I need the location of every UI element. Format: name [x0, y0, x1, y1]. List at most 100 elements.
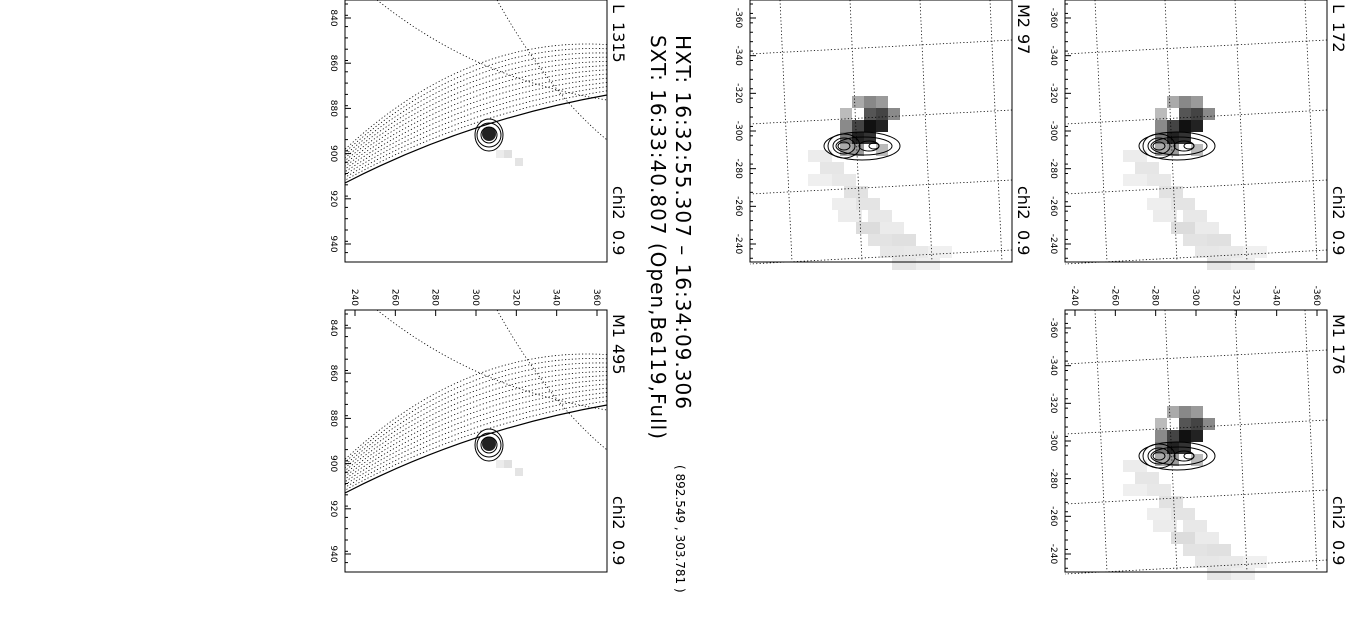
image-pixel: [1191, 108, 1203, 120]
emission-pixel: [1219, 246, 1243, 258]
panel-image: [344, 0, 608, 184]
emission-pixel: [1183, 210, 1207, 222]
x-tick-label: -280: [1048, 158, 1058, 179]
grid-line: [344, 86, 608, 178]
panel-image: [344, 309, 608, 494]
emission-pixel: [1207, 258, 1231, 270]
contour: [1147, 137, 1171, 155]
emission-pixel: [892, 234, 916, 246]
count: 172: [1329, 22, 1348, 53]
emission-pixel: [1153, 210, 1177, 222]
image-pixel: [1179, 430, 1191, 442]
x-tick-label: -300: [733, 121, 743, 142]
grid-line: [1304, 0, 1318, 263]
limb: [344, 94, 608, 184]
grid-line: [344, 371, 608, 471]
emission-pixel: [1159, 186, 1183, 198]
contour: [1150, 446, 1208, 466]
emission-pixel: [1207, 544, 1231, 556]
emission-pixel: [1135, 472, 1159, 484]
x-tick-label: 840: [328, 9, 338, 26]
emission-pixel: [1153, 520, 1177, 532]
emission-pixel: [892, 258, 916, 270]
emission-pixel: [1171, 532, 1195, 544]
x-tick-label: 880: [328, 410, 338, 427]
contour: [480, 126, 498, 144]
x-tick-label: 900: [328, 455, 338, 472]
image-pixel: [504, 460, 512, 468]
hxt-time: HXT: 16:32:55.307 – 16:34:09.306: [671, 35, 695, 410]
grid-line: [344, 65, 608, 164]
grid-line: [1064, 39, 1328, 55]
image-pixel: [864, 108, 876, 120]
x-tick-label: -340: [1048, 355, 1058, 376]
contour: [476, 432, 502, 458]
image-pixel: [840, 120, 852, 132]
x-tick-label: -300: [1048, 431, 1058, 452]
image-pixel: [1167, 442, 1179, 454]
emission-pixel: [1243, 556, 1267, 568]
image-pixel: [1155, 120, 1167, 132]
panel: L 172 chi2 0.9 -360 -340 -320 -300 -280 -260 -240: [1048, 0, 1348, 270]
grid-line: [749, 39, 1013, 55]
contour: [823, 131, 901, 161]
x-tick-label: -260: [733, 196, 743, 217]
grid-line: [376, 0, 608, 101]
y-tick-label: -260: [1109, 286, 1119, 307]
grid-line: [1234, 309, 1248, 573]
contour: [1152, 451, 1166, 461]
emission-pixel: [1147, 198, 1171, 210]
y-tick-label: -280: [1150, 286, 1160, 307]
emission-pixel: [1171, 222, 1195, 234]
emission-pixel: [916, 258, 940, 270]
contour: [1150, 136, 1208, 156]
image-pixel: [1179, 108, 1191, 120]
x-tick-label: 860: [328, 55, 338, 72]
image-pixel: [1167, 96, 1179, 108]
emission-pixel: [856, 198, 880, 210]
panel: M1 495 chi2 0.9 840 860 880 900 920 940 360 340 320 3…: [328, 289, 628, 573]
count: 1315: [609, 22, 628, 63]
image-pixel: [1167, 132, 1179, 144]
x-tick-label: -240: [1048, 544, 1058, 565]
grid-line: [344, 358, 608, 463]
x-tick-label: -280: [1048, 468, 1058, 489]
chi2-label: chi2: [609, 186, 628, 220]
x-tick-label: -300: [1048, 121, 1058, 142]
grid-line: [1064, 179, 1328, 195]
grid-line: [749, 109, 1013, 125]
y-tick-label: -340: [1271, 286, 1281, 307]
emission-pixel: [880, 222, 904, 234]
image-pixel: [496, 150, 504, 158]
emission-pixel: [904, 246, 928, 258]
sxt-time: SXT: 16:33:40.807 (Open,Be119,Full): [646, 35, 670, 440]
grid-line: [496, 309, 608, 451]
contour: [837, 141, 851, 151]
image-pixel: [1155, 108, 1167, 120]
count: 97: [1014, 34, 1033, 54]
emission-pixel: [1123, 150, 1147, 162]
y-tick-label: 300: [470, 289, 480, 306]
grid-line: [344, 77, 608, 173]
chi2-label: chi2: [1329, 496, 1348, 530]
grid-line: [989, 0, 1003, 263]
y-tick-label: -320: [1230, 286, 1240, 307]
grid-line: [1064, 109, 1328, 125]
x-tick-label: 840: [328, 319, 338, 336]
x-tick-label: -340: [733, 45, 743, 66]
grid-line: [344, 353, 608, 460]
image-pixel: [840, 108, 852, 120]
detector-label: M1: [1329, 314, 1348, 338]
emission-pixel: [832, 198, 856, 210]
detector-label: L: [1329, 4, 1348, 13]
emission-pixel: [1207, 568, 1231, 580]
panel: L 1315 chi2 0.9 840 860 880 900 920 940: [328, 0, 628, 263]
image-pixel: [1203, 108, 1215, 120]
x-tick-label: 920: [328, 500, 338, 517]
panel-frame: [344, 0, 608, 263]
image-pixel: [852, 120, 864, 132]
emission-pixel: [1135, 162, 1159, 174]
image-pixel: [1179, 120, 1191, 132]
image-pixel: [852, 132, 864, 144]
